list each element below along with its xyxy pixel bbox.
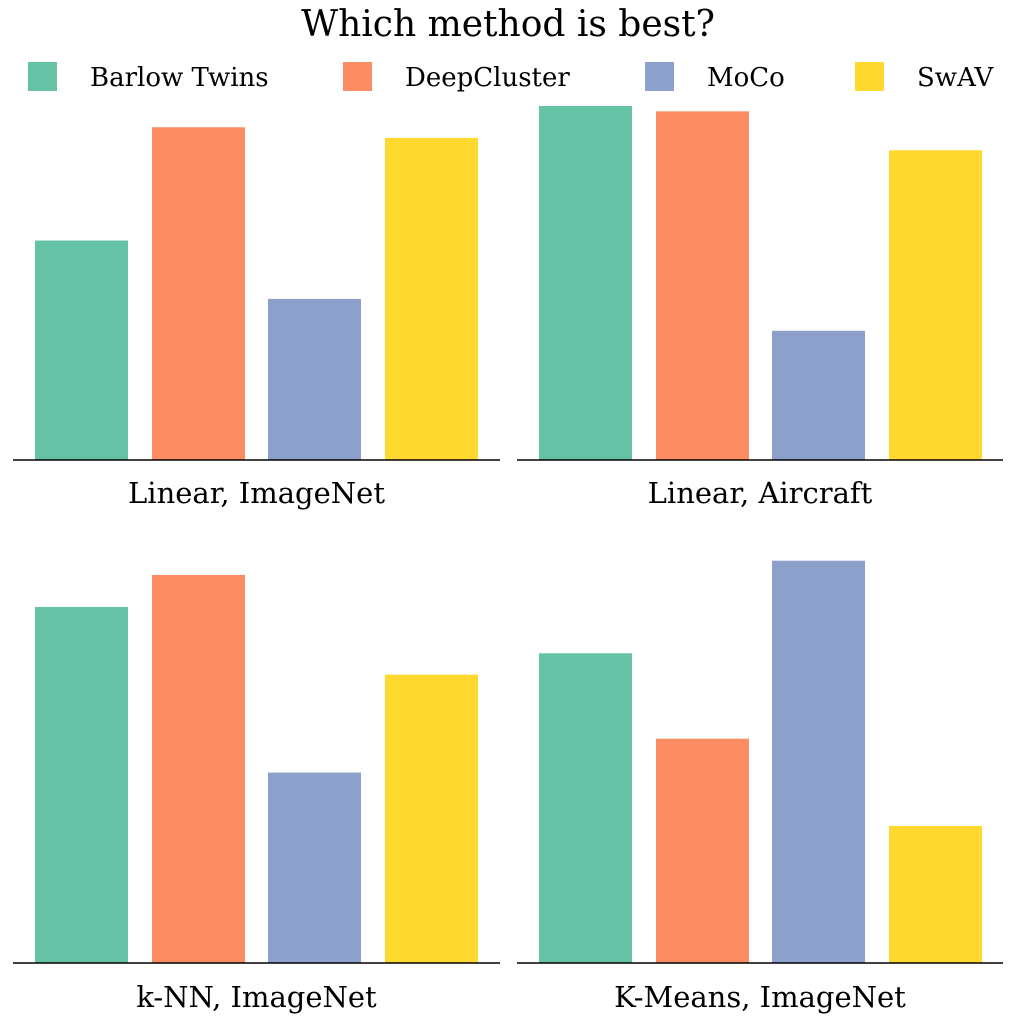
legend-swatch bbox=[855, 62, 884, 91]
legend-swatch bbox=[343, 62, 372, 91]
bar-barlow-twins bbox=[539, 106, 632, 460]
chart-title: Which method is best? bbox=[301, 4, 715, 45]
legend: Barlow Twins DeepCluster MoCo SwAV bbox=[28, 62, 995, 93]
bar-moco bbox=[772, 330, 865, 460]
bar-barlow-twins bbox=[35, 240, 128, 460]
panel-label: Linear, ImageNet bbox=[128, 476, 385, 510]
panel-label: Linear, Aircraft bbox=[648, 476, 873, 510]
legend-entry: MoCo bbox=[645, 62, 785, 93]
panel-knn-imagenet: k-NN, ImageNet bbox=[13, 574, 500, 1014]
legend-label: MoCo bbox=[707, 63, 785, 93]
bar-barlow-twins bbox=[539, 653, 632, 963]
bar-swav bbox=[385, 137, 478, 461]
legend-label: DeepCluster bbox=[405, 63, 570, 93]
legend-entry: Barlow Twins bbox=[28, 62, 269, 93]
bar-deepcluster bbox=[656, 738, 749, 963]
panel-kmeans-imagenet: K-Means, ImageNet bbox=[517, 560, 1003, 1014]
bar-moco bbox=[772, 560, 865, 963]
legend-swatch bbox=[28, 62, 57, 91]
bar-deepcluster bbox=[152, 574, 245, 963]
legend-label: Barlow Twins bbox=[90, 63, 269, 93]
bar-deepcluster bbox=[152, 127, 245, 461]
panel-linear-aircraft: Linear, Aircraft bbox=[517, 106, 1003, 510]
panel-label: k-NN, ImageNet bbox=[136, 980, 377, 1014]
bar-swav bbox=[889, 825, 982, 963]
bar-moco bbox=[268, 772, 361, 963]
panel-linear-imagenet: Linear, ImageNet bbox=[13, 127, 500, 510]
legend-label: SwAV bbox=[917, 63, 995, 93]
panel-label: K-Means, ImageNet bbox=[614, 980, 906, 1014]
legend-entry: DeepCluster bbox=[343, 62, 570, 93]
bar-deepcluster bbox=[656, 111, 749, 460]
legend-swatch bbox=[645, 62, 674, 91]
bar-swav bbox=[889, 150, 982, 460]
bar-barlow-twins bbox=[35, 607, 128, 963]
legend-entry: SwAV bbox=[855, 62, 995, 93]
bar-swav bbox=[385, 674, 478, 963]
bar-moco bbox=[268, 298, 361, 460]
